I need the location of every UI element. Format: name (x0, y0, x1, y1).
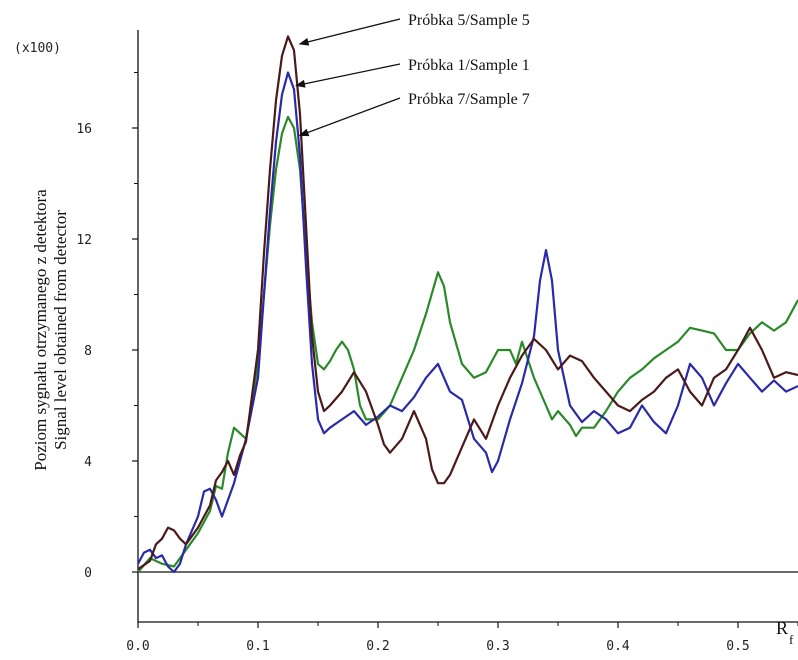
x-tick-label: 0.3 (486, 639, 509, 654)
y-axis-title-polish: Poziom sygnału otrzymanego z detektora (31, 189, 50, 471)
y-tick-label: 0 (84, 566, 92, 581)
x-tick-label: 0.1 (246, 639, 269, 654)
series-line-2 (137, 71, 798, 574)
series-label-2: Próbka 1/Sample 1 (408, 57, 530, 74)
x-ticks: 0.0 0.1 0.2 0.3 0.4 0.5 (126, 622, 798, 654)
y-tick-label: 4 (84, 455, 92, 470)
x-tick-label: 0.0 (126, 639, 149, 654)
x-tick-label: 0.5 (726, 639, 749, 654)
y-axis-title-english: Signal level obtained from detector (51, 210, 70, 450)
series-label-1: Próbka 7/Sample 7 (408, 91, 530, 108)
series-callout-arrow (298, 18, 401, 46)
series-line-1 (137, 115, 798, 573)
series-callout-arrow (298, 97, 401, 137)
series-callout-arrow (295, 63, 401, 88)
y-tick-label: 8 (84, 344, 92, 359)
y-tick-label: 12 (76, 233, 92, 248)
x-tick-label: 0.2 (366, 639, 389, 654)
series-layer (137, 35, 798, 574)
x-axis-title-subscript: f (789, 632, 794, 647)
series-label-3: Próbka 5/Sample 5 (408, 12, 530, 29)
x-tick-label: 0.4 (606, 639, 630, 654)
series-callouts: Próbka 5/Sample 5 Próbka 1/Sample 1 Próbka… (295, 12, 530, 137)
y-multiplier-label: (x100) (14, 41, 61, 56)
y-tick-label: 16 (76, 122, 92, 137)
y-ticks: 0 4 8 12 16 (76, 72, 138, 581)
x-axis-title: R (776, 618, 788, 638)
series-line-3 (137, 35, 798, 571)
